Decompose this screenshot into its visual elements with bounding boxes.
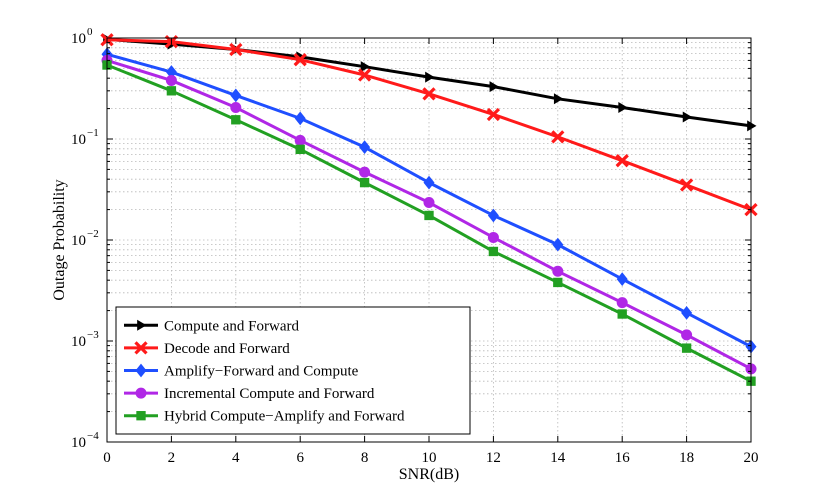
data-point-square xyxy=(359,177,370,188)
legend-label: Compute and Forward xyxy=(164,318,299,334)
x-tick-label: 0 xyxy=(103,450,111,466)
y-tick-exponent: 0 xyxy=(87,26,93,38)
y-tick-label: 10 xyxy=(71,233,86,249)
data-point-triangle xyxy=(618,102,628,114)
data-point-diamond xyxy=(681,305,693,320)
data-point-x xyxy=(615,154,629,168)
y-tick-exponent: −3 xyxy=(87,329,99,341)
data-point-circle xyxy=(487,231,499,243)
y-tick-exponent: −1 xyxy=(87,127,99,139)
data-point-x xyxy=(551,130,565,144)
x-tick-label: 8 xyxy=(361,450,369,466)
x-tick-label: 2 xyxy=(168,450,176,466)
data-point-x xyxy=(679,178,694,192)
data-point-circle xyxy=(230,102,242,114)
series-group xyxy=(101,47,757,354)
y-tick-exponent: −4 xyxy=(87,430,99,442)
legend-label: Incremental Compute and Forward xyxy=(164,386,375,402)
data-point-diamond xyxy=(423,175,435,190)
legend-box xyxy=(115,306,471,435)
data-point-diamond xyxy=(487,208,499,223)
legend-label: Hybrid Compute−Amplify and Forward xyxy=(164,409,405,425)
data-point-triangle xyxy=(747,120,757,132)
data-point-triangle xyxy=(137,319,147,331)
series-layer xyxy=(100,33,758,386)
data-point-diamond xyxy=(359,140,371,155)
y-tick-label: 10 xyxy=(71,435,86,451)
data-point-x xyxy=(357,68,372,82)
series-group xyxy=(100,33,758,217)
data-point-diamond xyxy=(616,272,628,286)
data-point-triangle xyxy=(425,71,435,83)
legend-entry: Hybrid Compute−Amplify and Forward xyxy=(124,409,405,425)
data-point-square xyxy=(617,309,627,319)
data-point-triangle xyxy=(553,93,564,105)
y-axis-label: Outage Probability xyxy=(51,179,68,300)
data-point-square xyxy=(166,86,177,96)
legend-label: Decode and Forward xyxy=(164,341,290,357)
data-point-diamond xyxy=(294,111,306,126)
legend-entry: Decode and Forward xyxy=(124,341,290,357)
legend: Compute and Forward Decode and Forward Amp… xyxy=(115,306,471,435)
data-point-square xyxy=(295,144,305,155)
data-point-x xyxy=(229,42,243,57)
y-tick-exponent: −2 xyxy=(87,228,99,240)
x-tick-label: 14 xyxy=(550,450,566,466)
x-tick-label: 4 xyxy=(232,450,240,466)
data-point-circle xyxy=(681,329,693,341)
y-tick-label: 10 xyxy=(71,334,86,350)
x-axis-label: SNR(dB) xyxy=(399,466,459,483)
x-tick-label: 12 xyxy=(486,450,501,466)
data-point-diamond xyxy=(230,88,242,103)
data-point-square xyxy=(231,115,241,125)
data-point-triangle xyxy=(360,61,371,73)
data-point-diamond xyxy=(135,363,147,378)
data-point-square xyxy=(488,246,499,257)
data-point-circle xyxy=(359,166,371,178)
x-tick-label: 16 xyxy=(615,450,631,466)
x-tick-label: 20 xyxy=(744,450,759,466)
data-point-circle xyxy=(423,197,435,209)
data-point-x xyxy=(293,53,307,67)
data-point-circle xyxy=(294,134,306,146)
data-point-square xyxy=(136,411,146,421)
legend-entry: Incremental Compute and Forward xyxy=(124,386,375,402)
y-tick-label: 10 xyxy=(71,132,86,148)
legend-entry: Amplify−Forward and Compute xyxy=(124,364,359,380)
data-point-diamond xyxy=(165,65,177,79)
x-tick-label: 6 xyxy=(296,450,304,466)
data-point-x xyxy=(422,87,436,101)
data-point-circle xyxy=(135,387,147,399)
legend-entry: Compute and Forward xyxy=(124,318,299,334)
data-point-diamond xyxy=(552,237,564,252)
data-point-circle xyxy=(616,297,628,309)
data-point-square xyxy=(424,210,434,221)
data-point-x xyxy=(134,341,148,355)
data-point-square xyxy=(681,343,692,353)
data-point-square xyxy=(553,277,563,288)
x-tick-label: 18 xyxy=(679,450,694,466)
data-point-circle xyxy=(165,74,177,86)
data-point-x xyxy=(486,107,501,122)
data-point-circle xyxy=(552,265,564,277)
y-tick-label: 10 xyxy=(71,31,86,47)
data-point-triangle xyxy=(489,81,499,93)
legend-label: Amplify−Forward and Compute xyxy=(164,364,359,380)
data-point-triangle xyxy=(682,111,693,123)
x-tick-label: 10 xyxy=(422,450,437,466)
